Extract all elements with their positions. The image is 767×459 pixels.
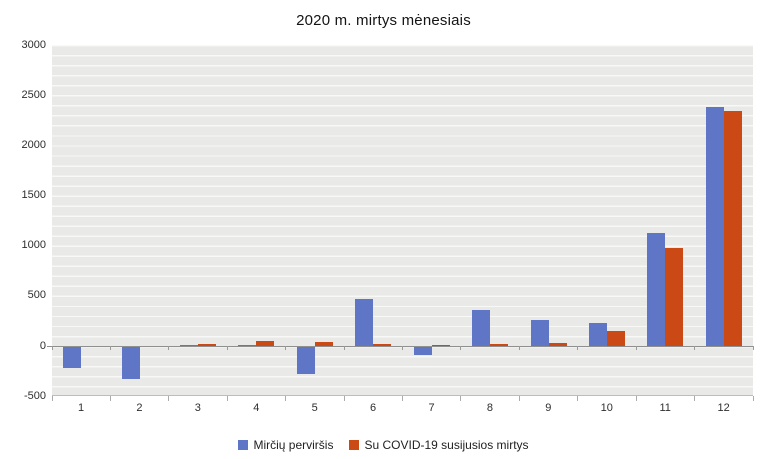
x-axis-tick bbox=[285, 346, 287, 351]
x-axis-tick bbox=[752, 346, 754, 351]
x-axis-label-8: 8 bbox=[486, 402, 493, 414]
bar-covid-month-6 bbox=[373, 344, 392, 347]
x-axis-tick bbox=[460, 346, 462, 351]
bar-excess-month-8 bbox=[472, 309, 491, 347]
chart-title: 2020 m. mirtys mėnesiais bbox=[296, 12, 471, 29]
bar-excess-month-11 bbox=[647, 232, 666, 347]
bar-covid-month-12 bbox=[723, 111, 742, 347]
bar-excess-month-2 bbox=[121, 346, 140, 379]
x-axis-tick bbox=[109, 346, 111, 351]
x-axis-label-7: 7 bbox=[428, 402, 435, 414]
y-axis-label--500: -500 bbox=[23, 389, 46, 402]
bottom-axis-tick bbox=[226, 396, 228, 401]
bar-covid-month-11 bbox=[665, 248, 684, 347]
x-axis-tick bbox=[577, 346, 579, 351]
bottom-axis-tick bbox=[694, 396, 696, 401]
bar-covid-month-8 bbox=[490, 344, 509, 347]
plot-area bbox=[47, 45, 754, 396]
bar-covid-month-4 bbox=[256, 341, 275, 347]
x-axis-tick bbox=[694, 346, 696, 351]
bottom-axis-tick bbox=[402, 396, 403, 401]
x-axis-tick bbox=[635, 346, 637, 351]
y-axis-label-2000: 2000 bbox=[21, 138, 46, 151]
bar-excess-month-4 bbox=[238, 344, 257, 347]
x-axis-label-5: 5 bbox=[311, 402, 318, 414]
x-axis-tick bbox=[518, 346, 520, 351]
bottom-axis-tick bbox=[51, 396, 53, 401]
legend-item-covid: Su COVID-19 susijusios mirtys bbox=[349, 438, 529, 452]
y-axis-label-3000: 3000 bbox=[21, 38, 46, 51]
bar-excess-month-3 bbox=[180, 345, 199, 347]
bar-covid-month-9 bbox=[548, 342, 567, 347]
x-axis-label-12: 12 bbox=[717, 402, 730, 414]
x-axis-label-4: 4 bbox=[253, 402, 260, 414]
bottom-axis-tick bbox=[577, 396, 579, 401]
legend: Mirčių perviršis Su COVID-19 susijusios … bbox=[0, 436, 767, 454]
x-axis-tick bbox=[168, 346, 170, 351]
bottom-axis-tick bbox=[109, 396, 111, 401]
bar-excess-month-10 bbox=[588, 322, 607, 347]
y-axis-label-1500: 1500 bbox=[21, 189, 46, 202]
x-axis-label-3: 3 bbox=[194, 402, 201, 414]
bar-excess-month-6 bbox=[355, 299, 374, 347]
x-axis-zero-line bbox=[47, 345, 753, 347]
bar-covid-month-5 bbox=[314, 341, 333, 347]
bottom-axis-tick bbox=[285, 396, 287, 401]
x-axis-tick bbox=[343, 346, 345, 351]
bottom-axis-tick bbox=[635, 396, 637, 401]
y-axis-label-2500: 2500 bbox=[21, 88, 46, 101]
y-axis-label-500: 500 bbox=[27, 289, 46, 302]
bar-covid-month-7 bbox=[431, 345, 450, 347]
x-axis-label-2: 2 bbox=[136, 402, 143, 414]
bar-excess-month-12 bbox=[705, 107, 724, 347]
bar-excess-month-9 bbox=[530, 320, 549, 347]
y-axis-label-0: 0 bbox=[39, 339, 46, 352]
legend-swatch-covid bbox=[349, 440, 360, 450]
x-axis-tick bbox=[51, 346, 53, 351]
bottom-axis-tick bbox=[168, 396, 170, 401]
bar-excess-month-7 bbox=[413, 346, 432, 355]
bar-covid-month-10 bbox=[606, 331, 625, 347]
bar-covid-month-3 bbox=[198, 344, 217, 347]
legend-item-excess: Mirčių perviršis bbox=[238, 438, 333, 452]
y-axis-label-1000: 1000 bbox=[21, 239, 46, 252]
x-axis-tick bbox=[402, 346, 403, 351]
x-axis-label-11: 11 bbox=[659, 402, 671, 414]
legend-label-covid: Su COVID-19 susijusios mirtys bbox=[364, 438, 529, 452]
x-axis-label-9: 9 bbox=[545, 402, 552, 414]
bar-excess-month-1 bbox=[63, 346, 82, 368]
x-axis-label-10: 10 bbox=[600, 402, 613, 414]
bottom-axis-tick bbox=[460, 396, 462, 401]
bottom-axis-tick bbox=[518, 396, 520, 401]
legend-label-excess: Mirčių perviršis bbox=[253, 438, 334, 452]
bottom-axis-tick bbox=[343, 396, 345, 401]
bottom-axis-tick bbox=[752, 396, 754, 401]
x-axis-label-1: 1 bbox=[77, 402, 85, 414]
x-axis-label-6: 6 bbox=[370, 402, 377, 414]
legend-swatch-excess bbox=[238, 440, 249, 450]
bar-excess-month-5 bbox=[296, 346, 315, 375]
x-axis-tick bbox=[226, 346, 228, 351]
